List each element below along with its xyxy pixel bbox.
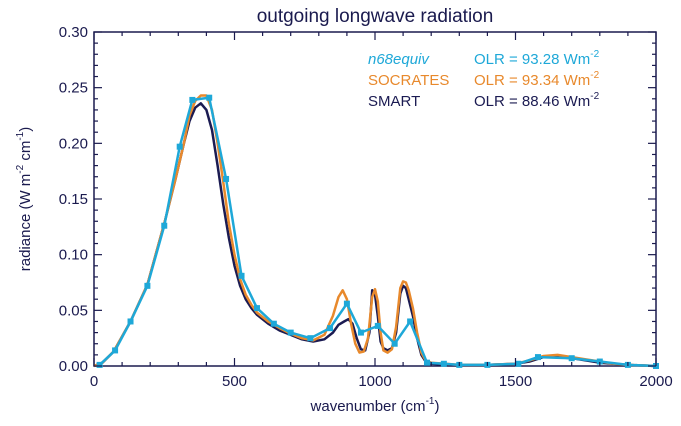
legend-olr-socrates: OLR = 93.34 Wm-2 — [474, 70, 600, 89]
x-axis-title: wavenumber (cm-1) — [310, 396, 440, 415]
data-point-n68equiv — [391, 340, 398, 347]
y-tick-label: 0.10 — [59, 247, 88, 264]
series-line-n68equiv — [98, 96, 657, 368]
data-point-n68equiv — [440, 360, 447, 367]
y-tick-label: 0.30 — [59, 24, 88, 41]
legend-olr-n68equiv: OLR = 93.28 Wm-2 — [474, 49, 600, 68]
data-point-n68equiv — [357, 329, 364, 336]
legend-olr-smart: OLR = 88.46 Wm-2 — [474, 91, 600, 110]
data-point-n68equiv — [223, 175, 230, 182]
data-point-n68equiv — [189, 96, 196, 103]
data-point-n68equiv — [374, 322, 381, 329]
legend: n68equiv OLR = 93.28 Wm-2 SOCRATES OLR = 93… — [368, 49, 600, 110]
data-point-n68equiv — [515, 360, 522, 367]
legend-olr-sup: -2 — [590, 91, 599, 102]
y-tick-label: 0.00 — [59, 358, 88, 375]
legend-name-n68equiv: n68equiv — [368, 51, 430, 68]
y-tick-label: 0.20 — [59, 135, 88, 152]
data-point-n68equiv — [343, 300, 350, 307]
legend-olr-sup: -2 — [590, 70, 599, 81]
x-tick-label: 0 — [90, 373, 98, 390]
y-tick-label: 0.25 — [59, 80, 88, 97]
series-layer — [93, 94, 659, 369]
data-point-n68equiv — [307, 335, 314, 342]
plot-area: 0 500 1000 1500 2000 0.00 0.05 0.10 0.15 0.20 0.25… — [59, 24, 673, 390]
data-point-n68equiv — [96, 361, 103, 368]
legend-name-smart: SMART — [368, 93, 420, 110]
data-point-n68equiv — [127, 318, 134, 325]
data-point-n68equiv — [407, 318, 414, 325]
data-point-n68equiv — [327, 325, 334, 332]
data-point-n68equiv — [206, 94, 213, 101]
x-tick-label: 500 — [222, 373, 247, 390]
data-point-n68equiv — [238, 272, 245, 279]
y-tick-label: 0.15 — [59, 191, 88, 208]
data-point-n68equiv — [596, 358, 603, 365]
data-point-n68equiv — [161, 222, 168, 229]
y-tick-label: 0.05 — [59, 302, 88, 319]
legend-name-socrates: SOCRATES — [368, 72, 449, 89]
legend-olr-sup: -2 — [590, 49, 599, 60]
data-point-n68equiv — [534, 354, 541, 361]
data-point-n68equiv — [144, 282, 151, 289]
y-axis-title: radiance (W m-2 cm-1) — [15, 127, 34, 272]
data-point-n68equiv — [270, 320, 277, 327]
data-point-n68equiv — [176, 143, 183, 150]
data-point-n68equiv — [253, 305, 260, 312]
data-point-n68equiv — [423, 359, 430, 366]
x-tick-label: 1500 — [499, 373, 532, 390]
data-point-n68equiv — [112, 347, 119, 354]
data-point-n68equiv — [568, 355, 575, 362]
ticks-layer: 0 500 1000 1500 2000 0.00 0.05 0.10 0.15 0.20 0.25… — [59, 24, 673, 390]
chart-title: outgoing longwave radiation — [257, 6, 494, 27]
x-tick-label: 1000 — [358, 373, 391, 390]
data-point-n68equiv — [287, 329, 294, 336]
x-tick-label: 2000 — [639, 373, 672, 390]
